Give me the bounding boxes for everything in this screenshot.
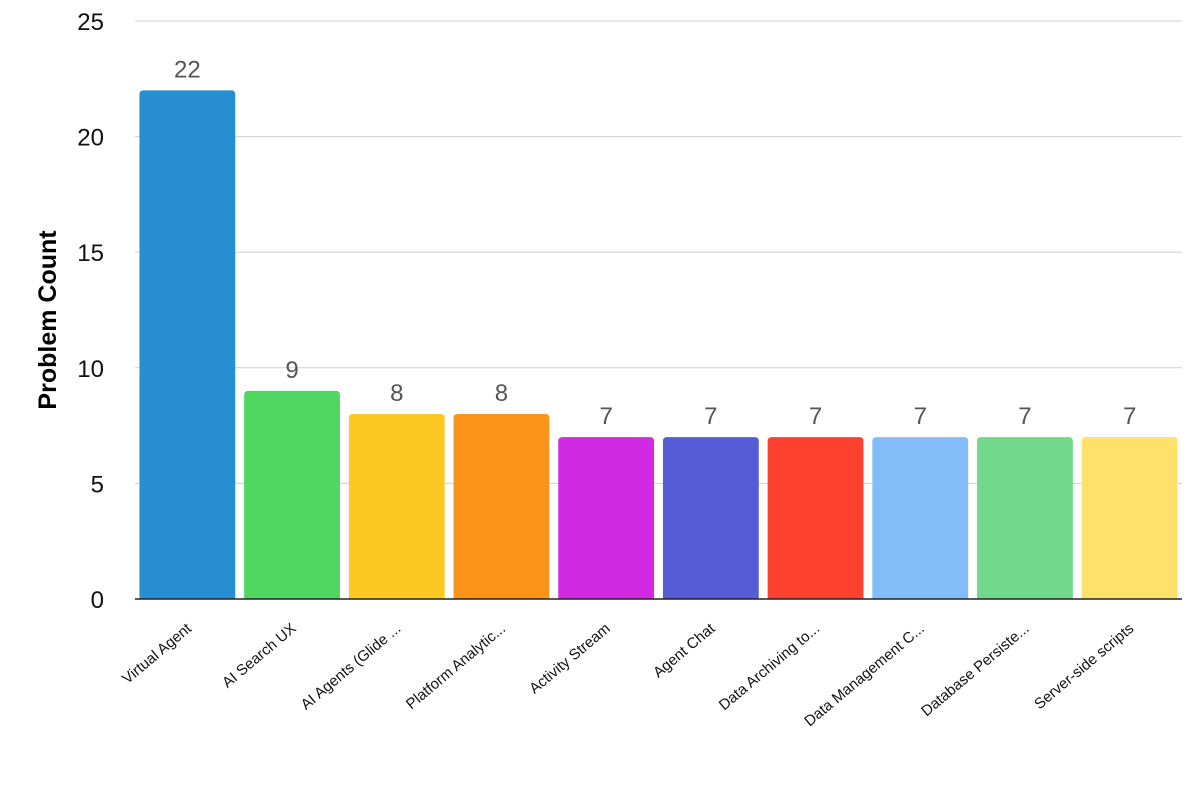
y-tick-label: 15 (77, 240, 104, 267)
bar (348, 414, 445, 599)
data-label: 8 (495, 380, 508, 407)
y-tick-label: 5 (91, 471, 104, 498)
bar (977, 437, 1073, 599)
x-tick-label: AI Search UX (219, 620, 300, 691)
bar (558, 437, 655, 599)
data-label: 7 (1123, 403, 1136, 430)
x-tick-label: Database Persiste... (918, 620, 1032, 720)
data-label: 7 (704, 403, 717, 430)
bar (662, 437, 759, 599)
bar (872, 437, 969, 599)
x-tick-label: Agent Chat (650, 620, 719, 682)
x-tick-label: Virtual Agent (119, 620, 196, 688)
data-label: 7 (599, 403, 612, 430)
data-label: 8 (390, 380, 403, 407)
x-tick-label: Platform Analytic... (403, 620, 509, 713)
y-axis-title: Problem Count (34, 230, 62, 410)
bar (139, 90, 236, 600)
bars (139, 90, 1178, 600)
x-tick-label: Data Management C... (801, 620, 928, 730)
y-tick-label: 25 (77, 9, 104, 36)
x-tick-label: Server-side scripts (1031, 620, 1137, 713)
x-tick-label: AI Agents (Glide ... (298, 620, 405, 713)
y-tick-label: 20 (77, 125, 104, 152)
x-tick-label: Data Archiving to... (716, 620, 823, 714)
data-label: 7 (809, 403, 822, 430)
bar (1081, 437, 1178, 599)
x-tick-label: Activity Stream (526, 620, 614, 697)
data-labels: 22 9 8 8 7 7 7 7 7 7 (174, 56, 1136, 430)
y-tick-label: 10 (77, 356, 104, 383)
bar (244, 390, 340, 599)
bar (767, 437, 864, 599)
y-axis-ticks: 0 5 10 15 20 25 (77, 9, 104, 614)
data-label: 7 (914, 403, 927, 430)
data-label: 9 (285, 357, 298, 384)
bar (453, 414, 550, 599)
data-label: 7 (1018, 403, 1031, 430)
y-tick-label: 0 (91, 587, 104, 614)
data-label: 22 (174, 56, 201, 83)
